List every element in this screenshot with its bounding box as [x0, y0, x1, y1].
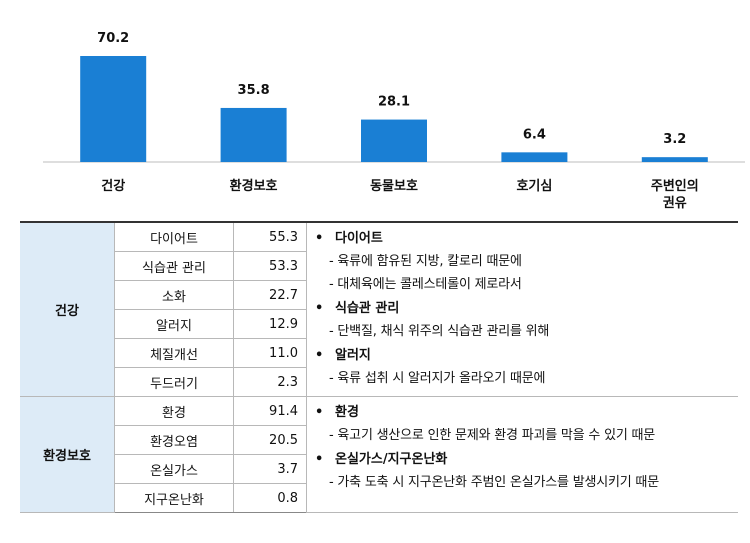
bar [361, 119, 427, 162]
note-group: • 다이어트 - 육류에 함유된 지방, 칼로리 때문에 - 대체육에는 콜레스테롤이… [315, 227, 732, 296]
value-cell: 53.3 [233, 251, 307, 281]
item-cell: 온실가스 [114, 454, 234, 484]
note-line: - 단백질, 채식 위주의 식습관 관리를 위해 [329, 324, 550, 339]
bullet-icon: • [315, 301, 324, 316]
value-cell: 2.3 [233, 367, 307, 397]
note-group: • 환경 - 육고기 생산으로 인한 문제와 환경 파괴를 막을 수 있기 때문 [315, 401, 732, 447]
category-label: 동물보호 [370, 179, 418, 194]
bar [501, 152, 568, 162]
note-line: - 가축 도축 시 지구온난화 주범인 온실가스를 발생시키기 때문 [329, 475, 659, 490]
table-row: 환경보호 환경 91.4 • 환경 - 육고기 생산으로 인한 문제와 환경 파괴를 막을… [20, 396, 738, 513]
note-title: • 온실가스/지구온난화 [315, 448, 732, 471]
notes-cell: • 다이어트 - 육류에 함유된 지방, 칼로리 때문에 - 대체육에는 콜레스테롤이… [306, 221, 738, 397]
note-group: • 식습관 관리 - 단백질, 채식 위주의 식습관 관리를 위해 [315, 297, 732, 343]
note-line: - 육고기 생산으로 인한 문제와 환경 파괴를 막을 수 있기 때문 [329, 428, 656, 443]
note-group: • 온실가스/지구온난화 - 가축 도축 시 지구온난화 주범인 온실가스를 발생시… [315, 448, 732, 494]
item-cell: 다이어트 [114, 221, 234, 252]
value-cell: 22.7 [233, 280, 307, 310]
item-cell: 체질개선 [114, 338, 234, 368]
note-line: - 육류에 함유된 지방, 칼로리 때문에 [329, 254, 522, 269]
note-title: • 다이어트 [315, 227, 732, 250]
item-cell: 알러지 [114, 309, 234, 339]
value-cell: 12.9 [233, 309, 307, 339]
table-row: 환경오염 20.5 [20, 425, 738, 455]
bar-value-label: 28.1 [378, 95, 410, 110]
table-row: 두드러기 2.3 [20, 367, 738, 397]
notes-cell: • 환경 - 육고기 생산으로 인한 문제와 환경 파괴를 막을 수 있기 때문 • 온… [306, 396, 738, 513]
bar [220, 107, 287, 162]
value-cell: 91.4 [233, 396, 307, 426]
group-label: 건강 [20, 221, 115, 397]
table-row: 건강 다이어트 55.3 • 다이어트 - 육류에 함유된 지방, 칼로리 때문에 - 대체… [20, 221, 738, 397]
category-label: 건강 [101, 178, 125, 194]
category-label: 환경보호 [230, 178, 278, 194]
bar-value-label: 6.4 [523, 127, 546, 142]
value-cell: 20.5 [233, 425, 307, 455]
bar-value-label: 3.2 [663, 132, 686, 147]
item-cell: 지구온난화 [114, 483, 234, 513]
item-cell: 식습관 관리 [114, 251, 234, 281]
value-cell: 0.8 [233, 483, 307, 513]
item-cell: 환경오염 [114, 425, 234, 455]
table-row: 온실가스 3.7 [20, 454, 738, 484]
bullet-icon: • [315, 452, 324, 467]
table-row: 식습관 관리 53.3 [20, 251, 738, 281]
bar-value-label: 70.2 [97, 31, 129, 46]
item-cell: 환경 [114, 396, 234, 426]
value-cell: 11.0 [233, 338, 307, 368]
bullet-icon: • [315, 231, 324, 246]
bar [80, 56, 147, 162]
category-label: 호기심 [516, 178, 552, 194]
note-group: • 알러지 - 육류 섭취 시 알러지가 올라오기 때문에 [315, 344, 732, 390]
item-cell: 두드러기 [114, 367, 234, 397]
category-label: 주변인의 권유 [651, 178, 699, 211]
table-row: 알러지 12.9 [20, 309, 738, 339]
note-title: • 알러지 [315, 344, 732, 367]
item-cell: 소화 [114, 280, 234, 310]
group-label: 환경보호 [20, 396, 115, 513]
bullet-icon: • [315, 405, 324, 420]
detail-table: 건강 다이어트 55.3 • 다이어트 - 육류에 함유된 지방, 칼로리 때문에 - 대체… [20, 221, 738, 513]
bar-value-label: 35.8 [238, 83, 270, 98]
bullet-icon: • [315, 348, 324, 363]
table-row: 지구온난화 0.8 [20, 483, 738, 513]
bar [641, 157, 708, 162]
value-cell: 3.7 [233, 454, 307, 484]
note-line: - 육류 섭취 시 알러지가 올라오기 때문에 [329, 371, 546, 386]
note-line: - 대체육에는 콜레스테롤이 제로라서 [329, 277, 522, 292]
bar-chart: 70.2 건강 35.8 환경보호 28.1 동물보호 6.4 호기심 3.2 주변인의 권유 [43, 31, 745, 211]
note-title: • 식습관 관리 [315, 297, 732, 320]
note-title: • 환경 [315, 401, 732, 424]
value-cell: 55.3 [233, 221, 307, 252]
